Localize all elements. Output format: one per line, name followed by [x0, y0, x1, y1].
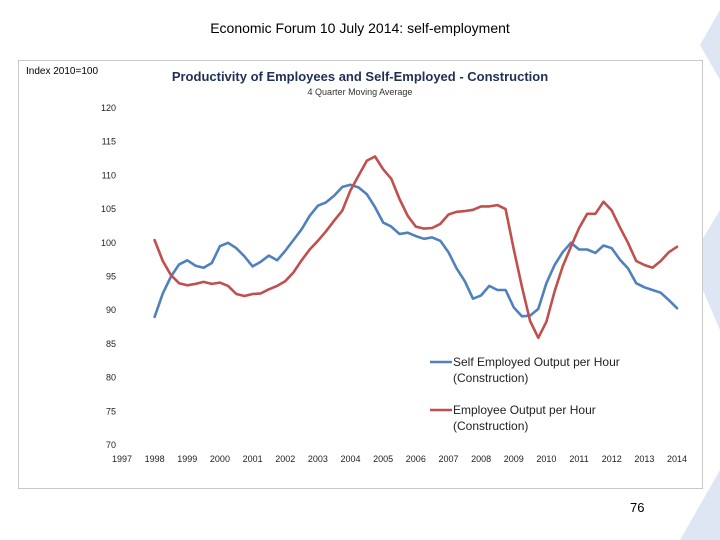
y-tick-label: 115	[102, 137, 116, 147]
y-tick-label: 110	[102, 170, 116, 180]
decoration-shape-bottom	[680, 470, 720, 540]
x-tick-label: 2011	[569, 454, 588, 464]
y-tick-label: 85	[106, 339, 116, 349]
chart-title: Productivity of Employees and Self-Emplo…	[171, 69, 549, 84]
x-tick-label: 2013	[634, 454, 654, 464]
y-tick-label: 70	[106, 440, 116, 450]
legend-label: Employee Output per Hour	[453, 403, 596, 417]
x-tick-label: 2014	[667, 454, 687, 464]
x-tick-label: 2003	[308, 454, 328, 464]
x-tick-label: 1998	[145, 454, 165, 464]
decoration-shape-top	[700, 10, 720, 80]
chart-subtitle: 4 Quarter Moving Average	[307, 87, 413, 97]
decoration-shape-middle	[690, 210, 720, 330]
y-tick-label: 80	[106, 373, 116, 383]
background-decoration	[680, 10, 720, 540]
x-tick-label: 2002	[275, 454, 295, 464]
x-tick-label: 2000	[210, 454, 230, 464]
chart-frame	[18, 60, 703, 489]
x-tick-label: 2006	[406, 454, 426, 464]
x-tick-label: 2012	[602, 454, 622, 464]
x-tick-label: 1997	[112, 454, 132, 464]
y-tick-label: 100	[101, 238, 116, 248]
x-tick-label: 2010	[536, 454, 556, 464]
y-tick-label: 90	[106, 305, 116, 315]
x-tick-label: 2007	[438, 454, 458, 464]
y-tick-label: 75	[106, 406, 116, 416]
x-tick-label: 2009	[504, 454, 524, 464]
self-employed-series-line	[153, 183, 679, 319]
x-tick-label: 1999	[177, 454, 197, 464]
employee-series-line	[153, 155, 679, 340]
y-tick-label: 105	[101, 204, 116, 214]
x-tick-label: 2008	[471, 454, 491, 464]
legend-label: Self Employed Output per Hour	[453, 355, 620, 369]
x-tick-label: 2004	[341, 454, 361, 464]
y-axis-label: Index 2010=100	[26, 66, 99, 77]
x-tick-label: 2001	[243, 454, 263, 464]
legend-label-continued: (Construction)	[453, 371, 528, 385]
y-tick-label: 120	[101, 103, 116, 113]
y-tick-labels: 120 115 110 105 100 95 90 85 80 75 70	[101, 103, 116, 450]
x-tick-label: 2005	[373, 454, 393, 464]
y-tick-label: 95	[106, 272, 116, 282]
series-lines	[153, 155, 679, 340]
x-tick-labels: 1997 1998 1999 2000 2001 2002 2003 2004 2005 2006…	[112, 454, 687, 464]
legend-label-continued: (Construction)	[453, 419, 528, 433]
slide-title: Economic Forum 10 July 2014: self-employ…	[210, 20, 510, 36]
legend: Self Employed Output per Hour (Constructi…	[430, 355, 620, 433]
page-number: 76	[630, 500, 645, 515]
